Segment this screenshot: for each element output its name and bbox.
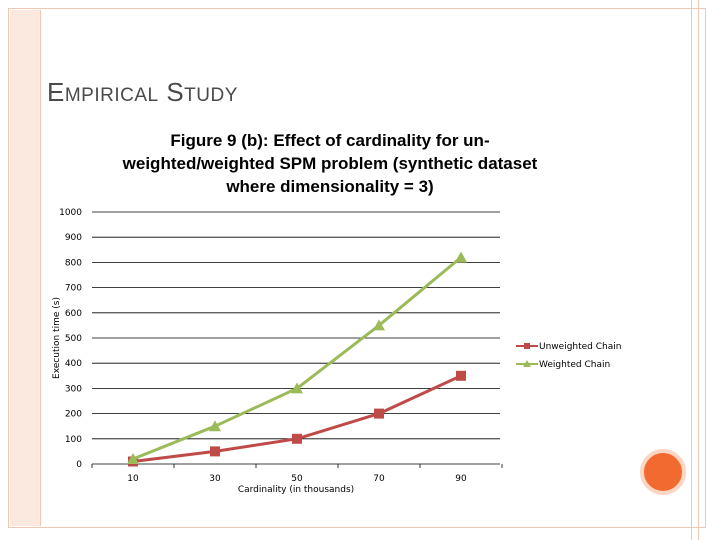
chart-title: Figure 9 (b): Effect of cardinality for … — [122, 131, 538, 196]
y-tick-label: 600 — [65, 309, 82, 319]
title-part-2: TUDY — [184, 85, 238, 106]
legend-marker-triangle — [523, 360, 531, 367]
y-tick-label: 300 — [65, 384, 82, 394]
data-point-weighted — [291, 382, 303, 394]
slide-right-rule-2 — [698, 0, 699, 540]
x-tick-label: 70 — [373, 474, 385, 484]
legend-label: Weighted Chain — [539, 360, 610, 370]
title-part-1: MPIRICAL — [64, 85, 159, 106]
page-title: EMPIRICAL STUDY — [47, 75, 238, 113]
y-tick-label: 400 — [65, 359, 82, 369]
slide-side-stripe — [10, 10, 41, 526]
y-tick-label: 100 — [65, 435, 82, 445]
y-tick-label: 700 — [65, 284, 82, 294]
y-tick-label: 800 — [65, 258, 82, 268]
x-tick-label: 90 — [455, 474, 467, 484]
legend-marker-square — [524, 343, 530, 349]
x-tick-label: 50 — [291, 474, 303, 484]
legend-label: Unweighted Chain — [539, 342, 621, 352]
title-second-initial: S — [166, 77, 185, 107]
data-point-unweighted — [456, 370, 466, 381]
data-point-weighted — [209, 420, 221, 432]
y-tick-label: 500 — [65, 334, 82, 344]
data-point-weighted — [373, 319, 385, 331]
x-axis-label: Cardinality (in thousands) — [238, 485, 354, 495]
x-tick-label: 30 — [209, 474, 221, 484]
data-point-unweighted — [210, 446, 220, 457]
y-tick-label: 200 — [65, 410, 82, 420]
data-point-weighted — [455, 251, 467, 263]
y-tick-label: 900 — [65, 233, 82, 243]
y-tick-label: 1000 — [59, 208, 82, 218]
data-point-weighted — [127, 452, 139, 464]
title-first-letter: E — [47, 77, 65, 107]
data-point-unweighted — [292, 433, 302, 444]
y-axis-label: Execution time (s) — [52, 297, 62, 379]
x-tick-label: 10 — [127, 474, 139, 484]
slide-right-rule — [691, 0, 692, 540]
decorative-circle — [640, 449, 686, 495]
y-tick-label: 0 — [76, 460, 82, 470]
data-point-unweighted — [374, 408, 384, 419]
slide-frame — [8, 8, 706, 528]
